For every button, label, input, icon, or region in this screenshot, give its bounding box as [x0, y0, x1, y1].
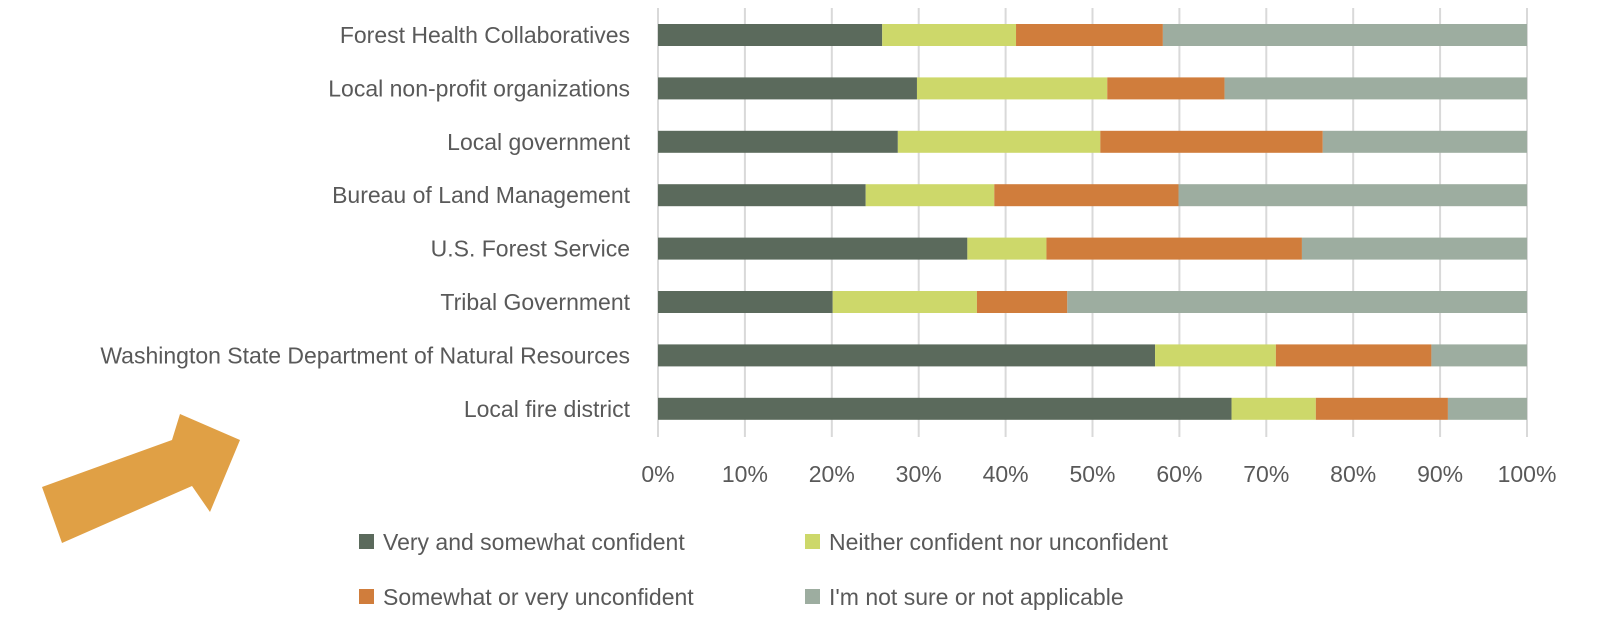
- bar-segment: [1315, 397, 1448, 420]
- bar-segment: [832, 291, 977, 313]
- legend: Very and somewhat confident Neither confi…: [359, 529, 1168, 610]
- x-tick-label: 70%: [1243, 461, 1289, 487]
- legend-swatch: [359, 534, 374, 549]
- category-label: Bureau of Land Management: [332, 182, 631, 208]
- x-tick-label: 60%: [1156, 461, 1202, 487]
- bar-segment: [658, 24, 883, 46]
- bar-segment: [658, 237, 968, 260]
- x-tick-label: 50%: [1069, 461, 1115, 487]
- bar-segment: [658, 291, 833, 313]
- x-tick-label: 10%: [722, 461, 768, 487]
- bar-segment: [967, 237, 1047, 260]
- bar-segment: [1178, 184, 1527, 207]
- bar-segment: [1155, 344, 1276, 367]
- category-labels: Forest Health Collaboratives Local non-pr…: [100, 22, 630, 422]
- x-tick-label: 100%: [1498, 461, 1557, 487]
- bar-segment: [1016, 24, 1163, 46]
- category-label: Washington State Department of Natural R…: [100, 342, 630, 368]
- bars: [658, 24, 1527, 420]
- x-tick-label: 20%: [809, 461, 855, 487]
- bar-segment: [658, 344, 1156, 367]
- bar-segment: [882, 24, 1017, 46]
- bar-segment: [658, 130, 898, 153]
- bar-segment: [1067, 291, 1527, 313]
- bar-segment: [916, 77, 1108, 100]
- arrow-icon: [42, 414, 240, 543]
- gridlines: [657, 8, 1528, 437]
- bar-segment: [658, 77, 917, 100]
- bar-segment: [658, 184, 866, 207]
- category-label: Forest Health Collaboratives: [340, 22, 630, 48]
- category-label: Local non-profit organizations: [328, 75, 630, 101]
- bar-segment: [1431, 344, 1527, 367]
- bar-segment: [1224, 77, 1527, 100]
- category-label: Local fire district: [464, 396, 631, 422]
- x-tick-label: 40%: [983, 461, 1029, 487]
- category-label: U.S. Forest Service: [431, 236, 630, 262]
- bar-segment: [1162, 24, 1527, 46]
- x-tick-label: 0%: [641, 461, 674, 487]
- bar-segment: [1046, 237, 1302, 260]
- legend-label: Neither confident nor unconfident: [829, 529, 1168, 555]
- x-tick-label: 80%: [1330, 461, 1376, 487]
- x-tick-label: 30%: [896, 461, 942, 487]
- category-label: Local government: [447, 129, 630, 155]
- bar-segment: [1100, 130, 1323, 153]
- bar-segment: [897, 130, 1101, 153]
- category-label: Tribal Government: [440, 289, 630, 315]
- legend-label: Very and somewhat confident: [383, 529, 685, 555]
- bar-segment: [1107, 77, 1225, 100]
- bar-segment: [994, 184, 1179, 207]
- legend-label: I'm not sure or not applicable: [829, 584, 1124, 610]
- x-tick-label: 90%: [1417, 461, 1463, 487]
- bar-segment: [1322, 130, 1527, 153]
- bar-segment: [658, 397, 1232, 420]
- legend-swatch: [805, 534, 820, 549]
- bar-segment: [1231, 397, 1316, 420]
- legend-swatch: [805, 589, 820, 604]
- legend-label: Somewhat or very unconfident: [383, 584, 694, 610]
- legend-swatch: [359, 589, 374, 604]
- bar-segment: [976, 291, 1068, 313]
- bar-segment: [1447, 397, 1527, 420]
- bar-segment: [865, 184, 995, 207]
- x-axis-tick-labels: 0% 10% 20% 30% 40% 50% 60% 70% 80% 90% 100%: [641, 461, 1556, 487]
- bar-segment: [1275, 344, 1432, 367]
- bar-segment: [1301, 237, 1527, 260]
